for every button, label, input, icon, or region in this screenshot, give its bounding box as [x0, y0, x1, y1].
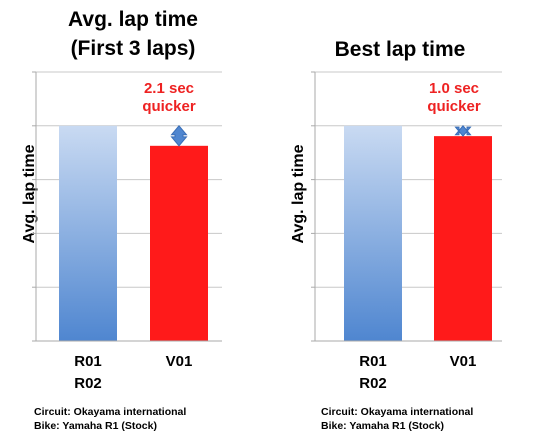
annotation-label: 1.0 sec: [429, 80, 479, 97]
bar-r01-r02: [59, 125, 117, 341]
chart-panel-avg-lap: Avg. lap time (First 3 laps) Avg. lap ti…: [0, 0, 266, 446]
footer-bike: Bike: Yamaha R1 (Stock): [321, 420, 444, 432]
footer-bike: Bike: Yamaha R1 (Stock): [34, 420, 157, 432]
annotation-label: quicker: [142, 98, 196, 115]
x-tick-label: R02: [74, 375, 102, 392]
chart-title-line-2: (First 3 laps): [70, 37, 196, 60]
chart-panel-best-lap: Best lap time Avg. lap time R01 R02 V01 1.0…: [267, 0, 533, 446]
annotation-label: 2.1 sec: [144, 80, 194, 97]
x-tick-label: V01: [166, 353, 193, 370]
bar-r01-r02: [344, 125, 402, 341]
footer-circuit: Circuit: Okayama international: [34, 406, 187, 418]
x-tick-label: R02: [359, 375, 387, 392]
bar-v01: [150, 145, 208, 341]
bar-v01: [434, 136, 492, 341]
chart-title-line-1: Best lap time: [334, 38, 466, 61]
x-tick-label: R01: [359, 353, 387, 370]
footer-circuit: Circuit: Okayama international: [321, 406, 474, 418]
difference-arrow: [170, 125, 188, 147]
difference-arrow: [454, 125, 472, 137]
chart-title-line-1: Avg. lap time: [68, 8, 198, 31]
annotation-label: quicker: [427, 98, 481, 115]
x-tick-label: V01: [450, 353, 477, 370]
x-tick-label: R01: [74, 353, 102, 370]
